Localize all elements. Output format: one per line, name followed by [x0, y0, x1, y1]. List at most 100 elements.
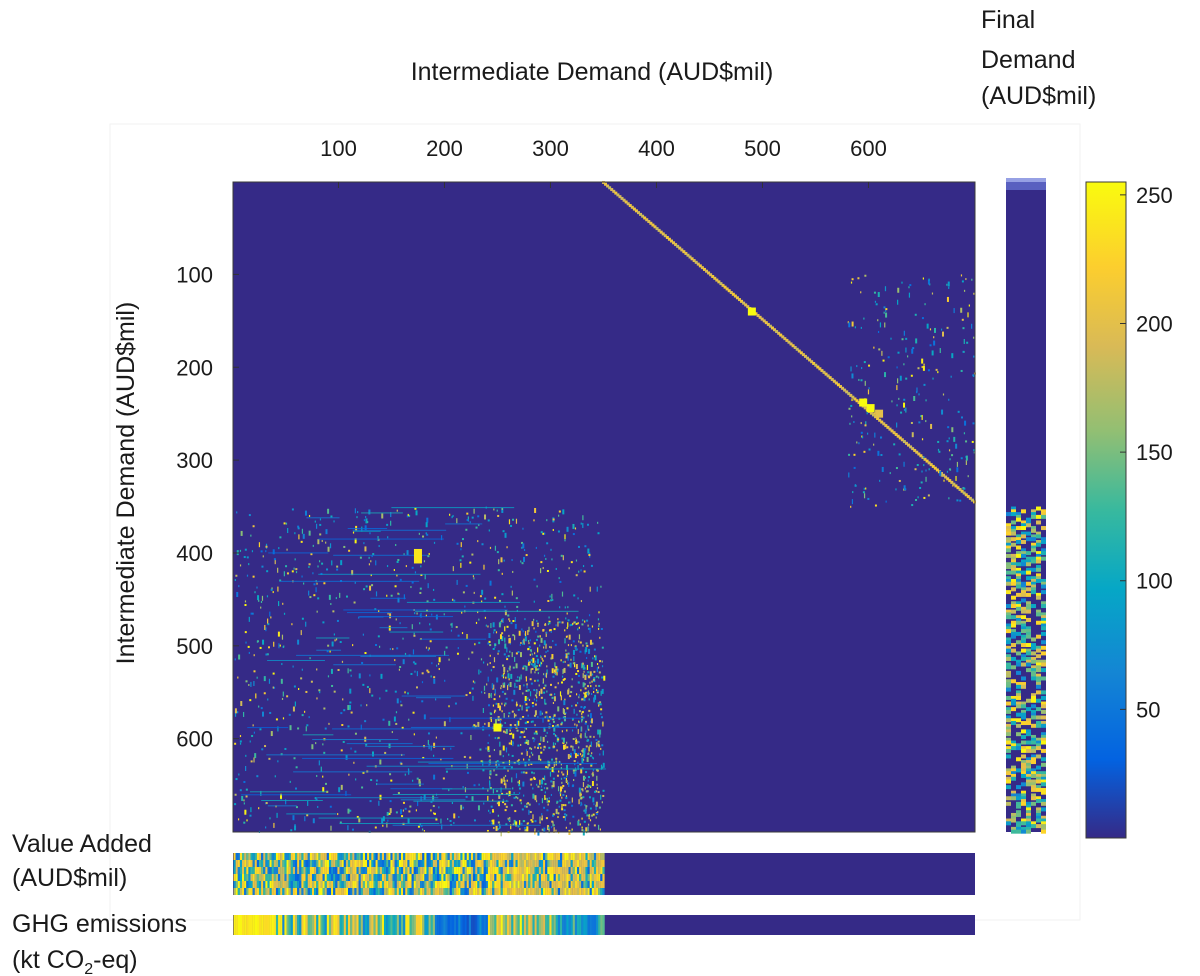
value-added-cell [398, 888, 402, 895]
value-added-cell [583, 853, 586, 860]
matrix-streak [379, 627, 408, 629]
colorbar-tick-label: 250 [1136, 183, 1173, 208]
matrix-cell [562, 737, 565, 743]
final-demand-cell [1031, 567, 1036, 572]
value-added-cell [487, 853, 491, 860]
value-added-cell [286, 867, 289, 874]
matrix-cell [896, 385, 898, 391]
final-demand-title-line1: Final [981, 6, 1035, 34]
value-added-cell [237, 881, 240, 888]
diagonal-cell [756, 314, 760, 318]
matrix-cell [382, 824, 384, 827]
matrix-cell [500, 831, 502, 837]
matrix-cell [430, 800, 433, 803]
matrix-cell [517, 825, 520, 828]
final-demand-cell [1006, 715, 1011, 720]
matrix-cell [318, 560, 321, 563]
matrix-cell [498, 599, 501, 602]
matrix-cell [244, 631, 247, 634]
matrix-cell [583, 748, 586, 754]
matrix-cell [397, 592, 399, 595]
final-demand-cell [1026, 523, 1031, 528]
value-added-cell [388, 874, 391, 881]
matrix-cell [280, 793, 283, 799]
value-added-cell [244, 881, 247, 888]
matrix-cell [345, 754, 348, 760]
value-added-cell [555, 881, 558, 888]
matrix-cell [548, 746, 551, 749]
matrix-cell [942, 393, 945, 396]
value-added-cell [341, 853, 344, 860]
matrix-cell [599, 729, 602, 735]
final-demand-cell [1036, 542, 1041, 547]
matrix-cell [517, 744, 520, 747]
final-demand-cell [1021, 581, 1026, 586]
matrix-cell [550, 693, 553, 696]
final-demand-cell [1036, 765, 1041, 770]
final-demand-cell [1021, 682, 1026, 687]
matrix-cell [420, 573, 423, 576]
value-added-cell [326, 881, 330, 888]
matrix-cell [493, 749, 496, 752]
value-added-cell [443, 867, 446, 874]
value-added-cell [451, 881, 455, 888]
diagonal-cell [715, 278, 719, 282]
value-added-cell [528, 867, 531, 874]
matrix-cell [444, 679, 446, 682]
matrix-cell [591, 814, 594, 817]
matrix-cell [961, 318, 964, 321]
matrix-cell [897, 287, 900, 293]
matrix-cell [940, 474, 943, 477]
final-demand-cell [1031, 693, 1036, 698]
value-added-cell [233, 888, 236, 895]
matrix-cell [556, 801, 558, 804]
value-added-cell [424, 888, 427, 895]
matrix-cell [527, 802, 530, 805]
value-added-cell [579, 867, 582, 874]
value-added-cell [386, 867, 389, 874]
value-added-cell [521, 888, 525, 895]
final-demand-cell [1026, 587, 1031, 592]
ghg-cell [572, 915, 576, 935]
matrix-cell [865, 487, 867, 490]
final-demand-cell [1026, 804, 1031, 809]
matrix-cell [516, 729, 519, 732]
matrix-cell [556, 724, 559, 727]
ghg-cell [233, 915, 236, 935]
matrix-cell [903, 363, 905, 366]
matrix-cell [594, 655, 597, 661]
matrix-cell [565, 796, 568, 799]
matrix-cell [525, 689, 528, 692]
final-demand-cell [1016, 659, 1021, 664]
matrix-cell [325, 541, 327, 544]
value-added-cell [543, 874, 546, 881]
value-added-cell [386, 860, 389, 867]
final-demand-cell [1006, 526, 1011, 531]
ghg-cell [303, 915, 306, 935]
value-added-cell [305, 874, 308, 881]
final-demand-cell [1006, 654, 1011, 659]
matrix-cell [587, 785, 590, 788]
matrix-cell [873, 443, 875, 446]
matrix-cell [565, 653, 568, 659]
matrix-cell [526, 822, 528, 825]
value-added-cell [583, 874, 586, 881]
value-added-cell [242, 874, 245, 881]
final-demand-cell [1006, 737, 1011, 742]
value-added-cell [415, 874, 419, 881]
diagonal-cell [880, 420, 884, 424]
matrix-cell [415, 809, 417, 812]
matrix-cell [860, 326, 862, 329]
value-added-cell [434, 881, 438, 888]
matrix-cell [520, 731, 523, 734]
value-added-cell [434, 888, 438, 895]
matrix-cell [377, 635, 380, 638]
final-demand-cell [1006, 684, 1011, 689]
final-demand-cell [1016, 723, 1021, 728]
value-added-cell [545, 881, 548, 888]
diagonal-cell [785, 338, 789, 342]
matrix-cell [578, 746, 580, 749]
value-added-cell [254, 874, 257, 881]
value-added-cell [443, 881, 446, 888]
value-added-cell [507, 881, 510, 888]
